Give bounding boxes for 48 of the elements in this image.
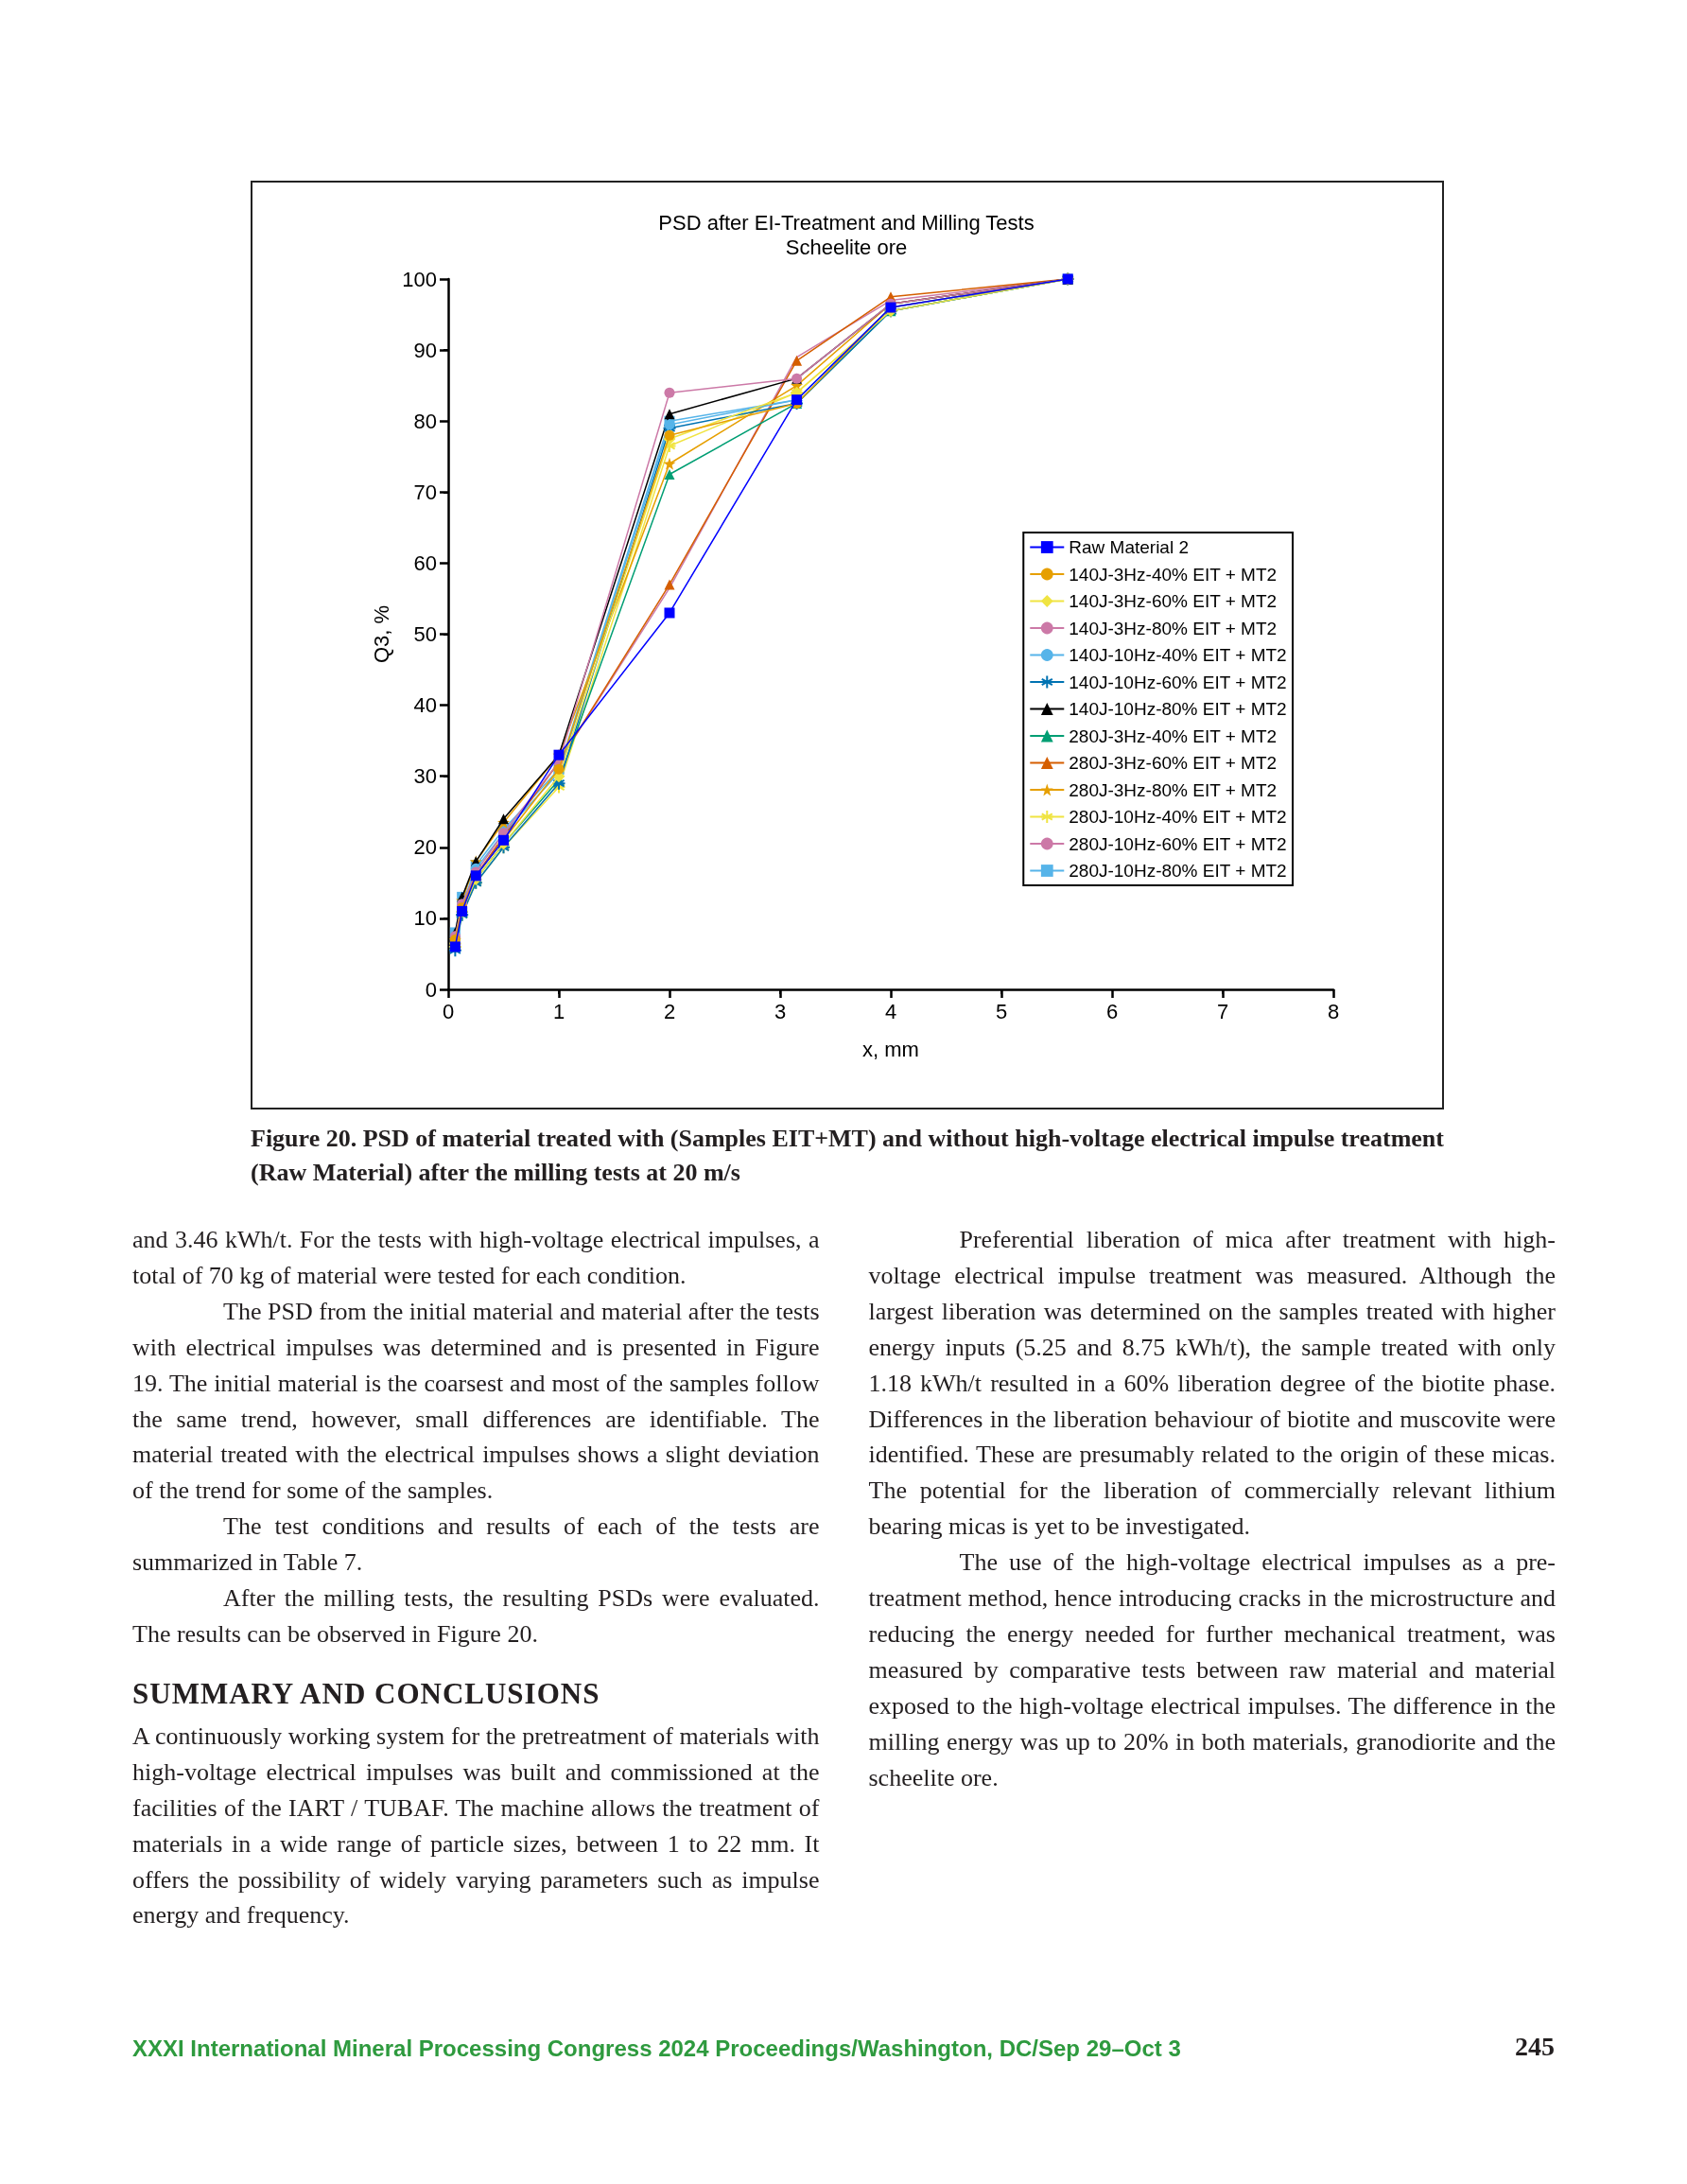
text: The PSD from the initial material and material after the tests with electrical impulses was determined and is presented in Figure 19. The initial material is the coarsest and most of the samples follow the same trend, however, small differences are identifiable. The material treated with the electrical impulses shows a slight deviation of the trend for some of the samples. — [132, 1296, 820, 1507]
y-tick-label: 70 — [413, 480, 437, 504]
chart-title: PSD after EI-Treatment and Milling Tests — [658, 210, 1035, 235]
x-tick-label: 5 — [995, 999, 1008, 1023]
chart-subtitle: Scheelite ore — [785, 235, 908, 259]
legend-label: 280J-10Hz-80% EIT + MT2 — [1069, 861, 1287, 881]
legend-label: 280J-3Hz-80% EIT + MT2 — [1069, 779, 1278, 800]
y-tick-label: 20 — [413, 835, 437, 860]
legend-label: 140J-3Hz-40% EIT + MT2 — [1069, 564, 1278, 585]
x-tick-label: 7 — [1216, 999, 1229, 1023]
y-tick-label: 100 — [402, 267, 437, 291]
x-tick-label: 0 — [442, 999, 455, 1023]
y-axis-title: Q3, % — [369, 604, 393, 664]
y-tick-label: 0 — [425, 977, 437, 1002]
legend-label: Raw Material 2 — [1069, 537, 1189, 557]
legend-label: 140J-10Hz-60% EIT + MT2 — [1069, 672, 1287, 692]
x-tick-label: 6 — [1105, 999, 1119, 1023]
text: Preferential liberation of mica after treatment with high-voltage electrical impulse treatment was measured. Although the largest liberation was determined on the samples treated with higher energy inputs (5.25 and 8.75 kWh/t), the sample treated with only 1.18 kWh/t resulted in a 60% liberation degree of the biotite phase. Differences in the liberation behaviour of biotite and muscovite were identified. These are presumably related to the origin of these micas. The potential for the liberation of commercially relevant lithium bearing micas is yet to be investigated. — [868, 1226, 1556, 1541]
x-tick-label: 8 — [1327, 999, 1340, 1023]
x-tick-label: 3 — [774, 999, 787, 1023]
legend-label: 280J-3Hz-60% EIT + MT2 — [1069, 753, 1278, 773]
x-axis-title: x, mm — [862, 1037, 919, 1061]
text: and 3.46 kWh/t. For the tests with high-voltage electrical impulses, a total of 70 kg of material were tested for each condition. — [132, 1225, 820, 1291]
legend-label: 140J-10Hz-40% EIT + MT2 — [1069, 645, 1287, 665]
y-tick-label: 90 — [413, 338, 437, 362]
y-tick-label: 40 — [413, 693, 437, 718]
x-tick-label: 4 — [884, 999, 897, 1023]
text: The test conditions and results of each of the tests are summarized in Table 7. — [132, 1511, 820, 1579]
text: SUMMARY AND CONCLUSIONS — [132, 1675, 601, 1712]
y-tick-label: 10 — [413, 906, 437, 931]
text: The use of the high-voltage electrical impulses as a pre-treatment method, hence introducing cracks in the microstructure and reducing the energy needed for further mechanical treatment, was measured by comparative tests between raw material and material exposed to the high-voltage electrical impulses. The difference in the milling energy was up to 20% in both materials, granodiorite and the scheelite ore. — [868, 1547, 1556, 1793]
legend-label: 140J-3Hz-60% EIT + MT2 — [1069, 591, 1278, 611]
legend-label: 280J-3Hz-40% EIT + MT2 — [1069, 725, 1278, 746]
x-tick-label: 2 — [663, 999, 676, 1023]
y-tick-label: 50 — [413, 622, 437, 646]
legend-label: 140J-3Hz-80% EIT + MT2 — [1069, 618, 1278, 638]
y-tick-label: 30 — [413, 764, 437, 789]
text: 245 — [1515, 2032, 1555, 2062]
legend-label: 280J-10Hz-40% EIT + MT2 — [1069, 807, 1287, 827]
caption: Figure 20. PSD of material treated with (Samples EIT+MT) and without high-voltage electrical impulse treatment (Raw Material) after the milling tests at 20 m/s — [251, 1124, 1445, 1188]
legend-label: 140J-10Hz-80% EIT + MT2 — [1069, 699, 1287, 719]
legend-label: 280J-10Hz-60% EIT + MT2 — [1069, 833, 1287, 854]
text: After the milling tests, the resulting PSDs were evaluated. The results can be observed in Figure 20. — [132, 1583, 820, 1650]
y-tick-label: 80 — [413, 409, 437, 433]
text: A continuously working system for the pretreatment of materials with high-voltage electrical impulses was built and commissioned at the facilities of the IART / TUBAF. The machine allows the treatment of materials in a wide range of particle sizes, between 1 to 22 mm. It offers the possibility of widely varying parameters such as impulse energy and frequency. — [132, 1721, 820, 1931]
text: XXXI International Mineral Processing Congress 2024 Proceedings/Washington, DC/Sep 29–Oct 3 — [132, 2035, 1181, 2062]
x-tick-label: 1 — [552, 999, 565, 1023]
y-tick-label: 60 — [413, 550, 437, 575]
